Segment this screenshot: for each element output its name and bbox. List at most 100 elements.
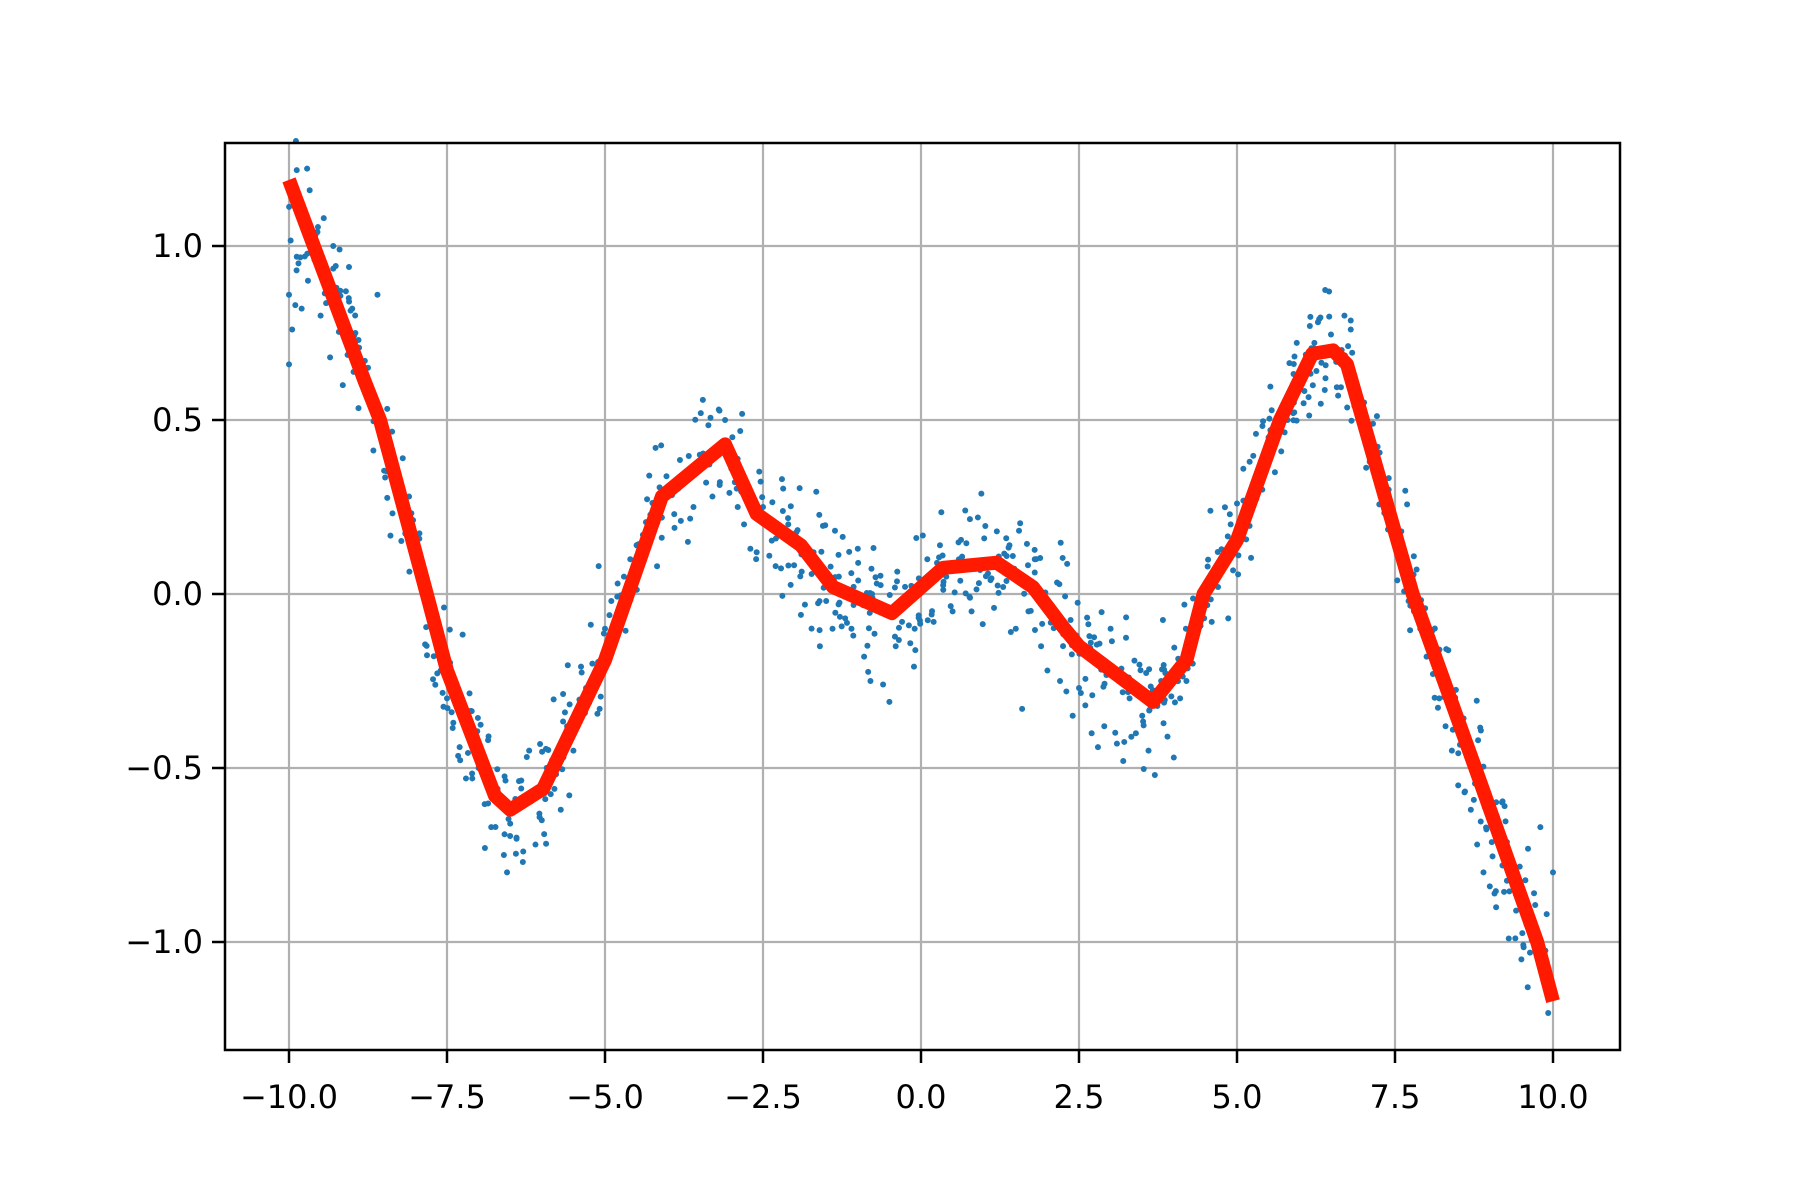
scatter-point — [1545, 1009, 1552, 1016]
scatter-point — [422, 641, 429, 648]
scatter-point — [1235, 571, 1242, 578]
scatter-point — [466, 690, 473, 697]
scatter-point — [855, 559, 862, 566]
scatter-point — [995, 589, 1002, 596]
scatter-point — [867, 678, 874, 684]
scatter-point — [1087, 639, 1094, 646]
scatter-point — [907, 640, 914, 647]
scatter-point — [1326, 313, 1333, 320]
scatter-point — [928, 611, 935, 618]
scatter-point — [747, 545, 754, 552]
scatter-point — [1204, 563, 1211, 570]
scatter-point — [1063, 688, 1070, 695]
scatter-point — [504, 869, 511, 876]
scatter-point — [1462, 788, 1469, 795]
x-tick-label: 0.0 — [896, 1078, 947, 1116]
scatter-point — [815, 600, 822, 607]
scatter-point — [1306, 412, 1313, 419]
scatter-point — [753, 549, 760, 556]
scatter-point — [958, 536, 965, 543]
scatter-point — [462, 775, 469, 782]
scatter-point — [1252, 430, 1259, 437]
scatter-point — [1306, 323, 1313, 330]
scatter-point — [1177, 695, 1184, 702]
scatter-point — [993, 528, 1000, 535]
scatter-point — [864, 642, 871, 649]
scatter-point — [1532, 902, 1539, 909]
scatter-point — [1140, 765, 1147, 772]
scatter-point — [570, 747, 577, 754]
scatter-point — [939, 552, 946, 559]
scatter-point — [1121, 738, 1128, 745]
scatter-point — [880, 681, 887, 688]
scatter-point — [899, 618, 906, 625]
y-tick-label: 0.0 — [152, 575, 203, 613]
scatter-point — [685, 453, 692, 460]
scatter-point — [1335, 392, 1342, 399]
scatter-point — [1267, 383, 1274, 390]
scatter-point — [796, 485, 803, 492]
scatter-point — [317, 312, 324, 319]
scatter-point — [1140, 722, 1147, 729]
scatter-point — [1069, 712, 1076, 719]
scatter-point — [838, 623, 845, 630]
y-tick-label: 0.5 — [152, 401, 203, 439]
scatter-point — [439, 689, 446, 696]
scatter-point — [868, 565, 875, 572]
scatter-point — [541, 831, 548, 838]
scatter-point — [1322, 375, 1329, 382]
scatter-point — [1305, 394, 1312, 401]
scatter-point — [1436, 695, 1443, 702]
scatter-point — [1170, 754, 1177, 761]
scatter-point — [444, 695, 450, 702]
scatter-point — [1031, 569, 1038, 576]
scatter-point — [474, 714, 481, 721]
scatter-point — [1394, 577, 1401, 584]
scatter-point — [1057, 678, 1064, 684]
scatter-point — [485, 733, 492, 740]
scatter-point — [374, 291, 381, 298]
scatter-point — [1068, 651, 1075, 658]
scatter-point — [507, 820, 514, 827]
scatter-point — [1076, 684, 1082, 691]
scatter-point — [1123, 634, 1130, 641]
scatter-point — [1455, 782, 1462, 789]
scatter-point — [532, 841, 539, 848]
scatter-point — [940, 586, 947, 593]
scatter-point — [1341, 312, 1348, 319]
scatter-point — [975, 580, 982, 587]
scatter-point — [512, 850, 519, 857]
scatter-point — [816, 627, 823, 634]
scatter-point — [1475, 737, 1482, 744]
scatter-point — [1091, 634, 1098, 641]
scatter-point — [1012, 625, 1019, 632]
scatter-point — [1001, 550, 1008, 557]
scatter-point — [913, 535, 920, 542]
scatter-point — [1205, 556, 1212, 563]
scatter-point — [1159, 617, 1166, 624]
scatter-point — [627, 556, 634, 563]
scatter-point — [602, 625, 608, 632]
scatter-point — [1230, 567, 1237, 574]
scatter-point — [523, 754, 530, 761]
scatter-point — [384, 494, 391, 501]
scatter-point — [1190, 595, 1197, 602]
scatter-point — [1240, 465, 1247, 472]
scatter-point — [891, 584, 898, 591]
scatter-point — [513, 835, 520, 842]
scatter-point — [1031, 546, 1038, 553]
scatter-point — [600, 630, 607, 637]
scatter-point — [500, 852, 507, 858]
scatter-point — [1225, 615, 1232, 622]
scatter-point — [450, 719, 457, 726]
scatter-point — [663, 473, 670, 480]
scatter-point — [561, 709, 568, 716]
scatter-point — [716, 482, 723, 489]
scatter-point — [924, 556, 931, 563]
scatter-point — [566, 701, 573, 708]
scatter-point — [620, 573, 627, 580]
scatter-point — [842, 615, 849, 622]
scatter-point — [1550, 869, 1556, 876]
scatter-point — [566, 792, 573, 799]
scatter-point — [1442, 723, 1449, 730]
